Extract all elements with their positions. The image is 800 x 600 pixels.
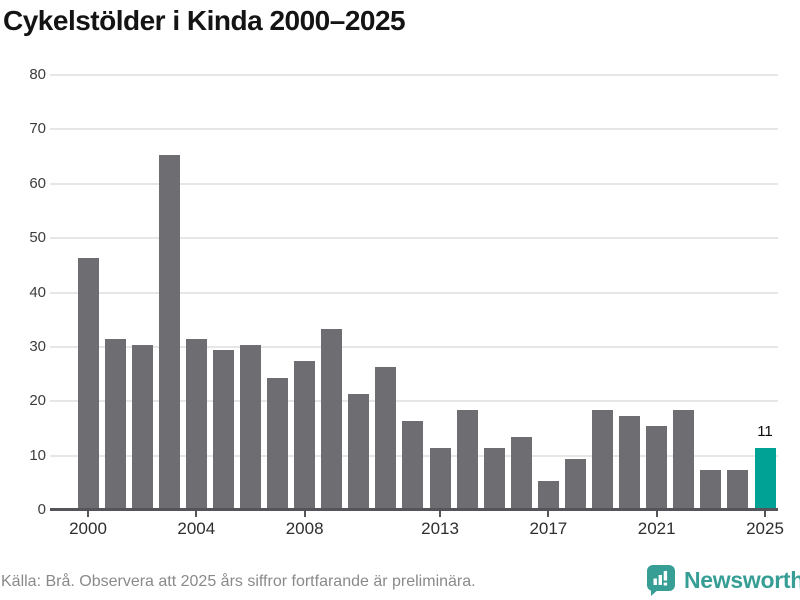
gridline	[50, 74, 778, 76]
bar-2004	[185, 339, 207, 508]
bar-2008	[294, 361, 316, 508]
bar-2023	[700, 469, 722, 508]
bar-2016	[510, 437, 532, 508]
bar-2006	[239, 344, 261, 508]
bar-2015	[483, 448, 505, 508]
gridline	[50, 345, 778, 348]
bar-2011	[375, 366, 397, 508]
bar-2019	[592, 410, 614, 508]
y-axis-label: 20	[29, 392, 46, 410]
x-axis-label: 2013	[421, 519, 459, 538]
x-axis-tick	[303, 511, 306, 517]
x-axis-tick	[655, 511, 658, 517]
bar-2025	[754, 448, 776, 508]
y-axis-label: 70	[29, 120, 46, 138]
bar-2012	[402, 421, 424, 508]
y-axis-label: 60	[29, 174, 46, 192]
x-axis-tick	[195, 511, 198, 517]
bar-2000	[77, 257, 99, 508]
bar-2007	[267, 377, 289, 508]
bar-2009	[321, 328, 343, 508]
chart-title: Cykelstölder i Kinda 2000–2025	[3, 5, 406, 36]
x-axis-label: 2004	[177, 519, 216, 538]
newsworthy-wordmark: Newsworthy	[684, 567, 800, 593]
bar-2021	[646, 426, 668, 508]
x-axis-label: 2021	[637, 519, 676, 538]
bar-2020	[619, 415, 641, 508]
x-axis-label: 2025	[746, 519, 784, 538]
bar-2022	[673, 410, 695, 508]
newsworthy-logo: Newsworthy	[645, 564, 800, 597]
gridline	[50, 237, 778, 240]
newsworthy-logo-icon	[647, 565, 675, 596]
x-axis-label: 2017	[529, 519, 568, 538]
bar-2001	[104, 339, 126, 508]
y-axis-label: 0	[37, 501, 46, 518]
x-axis-line	[50, 508, 778, 511]
gridline	[50, 291, 778, 294]
bar-2002	[131, 344, 153, 508]
y-axis-label: 30	[29, 337, 46, 355]
bar-2013	[429, 448, 451, 508]
y-axis-label: 80	[29, 66, 46, 83]
x-axis-label: 2000	[69, 519, 107, 538]
gridline	[50, 128, 778, 131]
bar-2017	[537, 480, 559, 508]
gridline	[50, 182, 778, 185]
bar-2003	[158, 154, 180, 508]
bar-value-label: 11	[757, 423, 773, 441]
source-note: Källa: Brå. Observera att 2025 års siffr…	[1, 573, 476, 590]
bar-2010	[348, 393, 370, 508]
x-axis-tick	[439, 511, 442, 517]
y-axis-label: 50	[29, 229, 46, 247]
x-axis-tick	[764, 511, 766, 517]
x-axis-tick	[87, 511, 89, 517]
x-axis-tick	[547, 511, 550, 517]
y-axis-label: 40	[29, 283, 46, 301]
bar-2018	[564, 459, 586, 508]
x-axis-label: 2008	[285, 519, 324, 538]
bar-2005	[212, 350, 234, 508]
bar-2014	[456, 410, 478, 508]
y-axis-label: 10	[29, 446, 46, 464]
bar-2024	[727, 469, 749, 508]
gridline	[50, 400, 778, 403]
